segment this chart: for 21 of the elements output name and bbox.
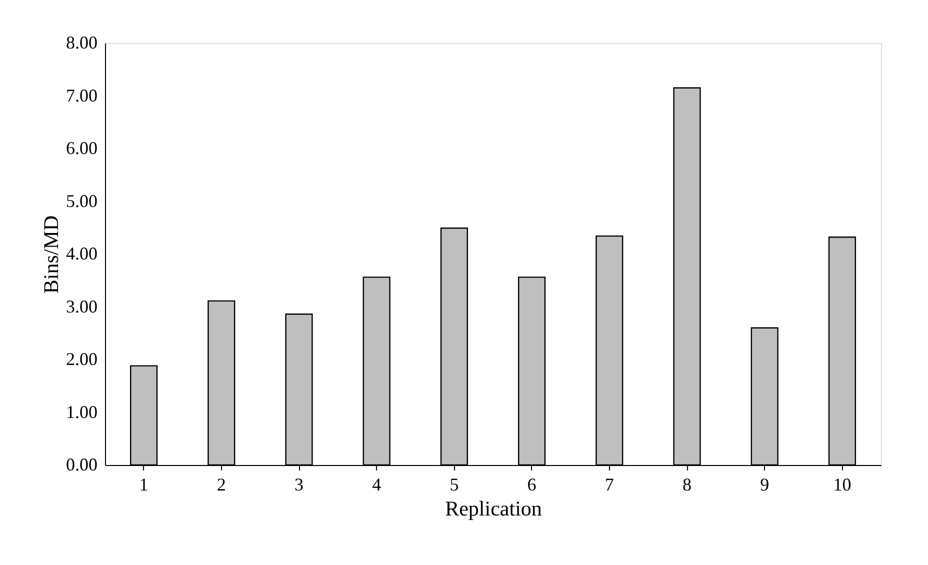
y-tick-label: 8.00 — [66, 32, 98, 52]
x-tick-label: 4 — [372, 474, 382, 494]
y-tick-label: 6.00 — [66, 138, 98, 158]
y-tick-label: 2.00 — [66, 349, 98, 369]
y-tick-label: 0.00 — [66, 454, 98, 474]
x-tick-label: 8 — [682, 474, 692, 494]
x-tick-label: 2 — [216, 474, 226, 494]
x-tick-label: 9 — [760, 474, 770, 494]
x-tick-label: 7 — [604, 474, 614, 494]
y-tick-label: 4.00 — [66, 244, 98, 264]
y-tick-label: 7.00 — [66, 85, 98, 106]
x-tick-label: 3 — [294, 474, 304, 494]
x-tick-label: 6 — [527, 474, 536, 494]
y-axis-title: Bins/MD — [39, 215, 63, 294]
y-tick-label: 1.00 — [66, 402, 98, 422]
y-tick-label: 3.00 — [66, 296, 98, 316]
x-tick-label: 5 — [450, 474, 459, 494]
x-tick-label: 1 — [139, 474, 148, 494]
x-axis-title: Replication — [445, 496, 542, 520]
y-tick-label: 5.00 — [66, 190, 98, 211]
x-tick-label: 10 — [833, 474, 852, 494]
